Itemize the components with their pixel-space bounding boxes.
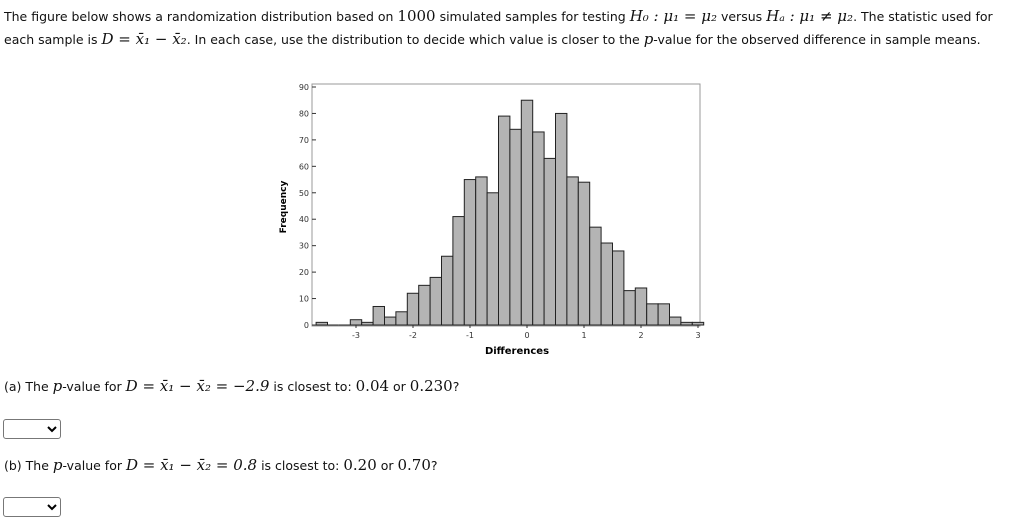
histogram-bar (600, 242, 613, 326)
histogram-bar (589, 226, 602, 326)
intro-line-1: The figure below shows a randomization d… (4, 7, 993, 25)
q-text: is closest to: (269, 379, 356, 394)
histogram-bar (384, 316, 397, 326)
null-hypothesis: H₀ : μ₁ = μ₂ (629, 7, 717, 25)
q-expression: D = x̄₁ − x̄₂ = 0.8 (125, 456, 258, 474)
q-expression: D = x̄₁ − x̄₂ = −2.9 (125, 377, 270, 395)
option-2: 0.230 (409, 377, 453, 395)
histogram-bar (543, 157, 556, 326)
histogram-bar (349, 319, 363, 326)
question-b: (b) The p-value for D = x̄₁ − x̄₂ = 0.8 … (4, 456, 438, 474)
histogram-bar (429, 276, 443, 326)
q-text: is closest to: (257, 458, 344, 473)
histogram-bar (691, 321, 705, 326)
histogram-bar (441, 255, 454, 326)
intro-text: . The statistic used for (853, 9, 993, 24)
histogram-bar (463, 179, 477, 326)
x-tick-label: -3 (352, 331, 360, 340)
histogram-bar (634, 287, 648, 326)
q-text: ? (452, 379, 460, 394)
x-axis-label: Differences (485, 346, 549, 357)
histogram-bar (486, 192, 500, 326)
y-tick-label: 60 (299, 162, 309, 171)
histogram-bar (315, 321, 329, 326)
y-tick-label: 0 (304, 321, 309, 330)
histogram-bar (361, 321, 374, 326)
histogram-bar (577, 181, 591, 326)
y-tick-label: 10 (299, 295, 309, 304)
histogram-bar (509, 128, 522, 326)
y-tick-label: 20 (299, 268, 309, 277)
x-tick-label: 0 (524, 331, 529, 340)
histogram: 0 10 20 30 40 50 60 70 80 90 -3 -2 -1 0 1 2 3 Difference… (279, 83, 705, 357)
p-symbol: p (52, 377, 63, 395)
y-tick-label: 70 (299, 136, 309, 145)
histogram-bar (646, 303, 659, 326)
histogram-bar (406, 292, 420, 326)
histogram-bar (418, 284, 431, 326)
y-tick-label: 50 (299, 189, 309, 198)
option-1: 0.20 (343, 456, 377, 474)
histogram-bar (612, 250, 625, 326)
q-text: or (376, 458, 398, 473)
answer-a-select[interactable] (3, 419, 61, 439)
y-axis-label: Frequency (279, 181, 289, 234)
q-text: -value for (62, 379, 126, 394)
statistic: D = x̄₁ − x̄₂ (101, 30, 187, 48)
intro-text: versus (717, 9, 767, 24)
histogram-bar (555, 112, 568, 326)
histogram-bar (657, 303, 670, 326)
x-tick-label: 3 (695, 331, 700, 340)
histogram-bar (475, 176, 488, 326)
intro-text: simulated samples for testing (435, 9, 630, 24)
histogram-bar (395, 311, 408, 326)
answer-b-select[interactable] (3, 497, 61, 517)
y-tick-label: 80 (299, 109, 309, 118)
histogram-bar (532, 131, 545, 326)
p-symbol: p (52, 456, 63, 474)
y-tick-label: 40 (299, 215, 309, 224)
q-text: (b) The (4, 458, 53, 473)
histogram-bar (566, 176, 579, 326)
x-tick-label: 1 (581, 331, 586, 340)
y-tick-label: 90 (299, 83, 309, 92)
p-symbol: p (643, 30, 654, 48)
option-1: 0.04 (355, 377, 390, 395)
q-text: or (389, 379, 410, 394)
histogram-bar (623, 290, 636, 326)
x-tick-label: -1 (466, 331, 474, 340)
q-text: (a) The (4, 379, 53, 394)
histogram-bar (498, 115, 511, 326)
intro-line-2: each sample is D = x̄₁ − x̄₂. In each ca… (4, 30, 981, 48)
x-tick-label: 2 (638, 331, 643, 340)
histogram-bar (520, 99, 534, 326)
plot-frame (311, 83, 701, 327)
question-a: (a) The p-value for D = x̄₁ − x̄₂ = −2.9… (4, 377, 459, 395)
histogram-bar (680, 321, 693, 326)
q-text: ? (430, 458, 438, 473)
q-text: -value for (62, 458, 126, 473)
y-tick-label: 30 (299, 242, 309, 251)
histogram-bar (452, 216, 465, 326)
histogram-bar (372, 305, 386, 326)
x-tick-label: -2 (409, 331, 417, 340)
intro-text: . In each case, use the distribution to … (186, 32, 644, 47)
option-2: 0.70 (397, 456, 431, 474)
histogram-bar (669, 316, 682, 326)
sample-count: 1000 (397, 7, 436, 25)
alt-hypothesis: Hₐ : μ₁ ≠ μ₂ (766, 7, 854, 25)
intro-text: -value for the observed difference in sa… (653, 32, 981, 47)
intro-text: each sample is (4, 32, 102, 47)
intro-text: The figure below shows a randomization d… (4, 9, 398, 24)
